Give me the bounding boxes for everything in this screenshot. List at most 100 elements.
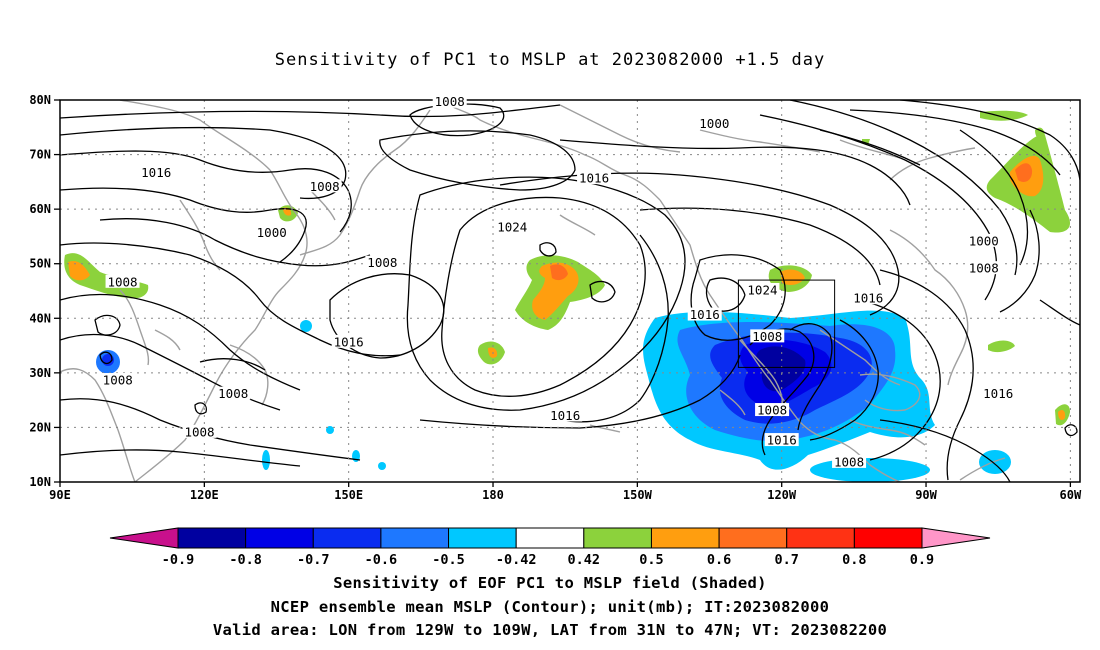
lat-tick-label: 20N	[29, 420, 51, 434]
colorbar-swatch	[583, 527, 652, 549]
lon-tick-label: 120E	[190, 488, 219, 502]
contour-label-bg	[832, 454, 867, 468]
lat-tick-label: 40N	[29, 311, 51, 325]
contour-label-bg	[105, 274, 140, 288]
colorbar-swatch	[786, 527, 855, 549]
colorbar-swatch	[448, 527, 517, 549]
contour-label-bg	[750, 329, 785, 343]
colorbar-label: 0.7	[775, 552, 799, 568]
negative-sensitivity-shading	[96, 310, 1011, 482]
contour-label-bg	[432, 94, 467, 108]
contour-label-bg	[764, 433, 799, 447]
lat-tick-label: 80N	[29, 93, 51, 107]
contour-label: 1008	[310, 179, 340, 194]
colorbar-label: -0.8	[229, 552, 262, 568]
contour-label: 1016	[983, 386, 1013, 401]
contour-label-bg	[755, 403, 790, 417]
colorbar-label: 0.6	[707, 552, 731, 568]
contour-label-bg	[966, 233, 1001, 247]
lat-tick-label: 50N	[29, 257, 51, 271]
lat-tick-label: 70N	[29, 148, 51, 162]
mslp-contours	[60, 100, 1080, 482]
lat-tick-label: 30N	[29, 366, 51, 380]
contour-label-bg	[365, 255, 400, 269]
lat-tick-label: 10N	[29, 475, 51, 489]
caption-line-1: Sensitivity of EOF PC1 to MSLP field (Sh…	[333, 574, 767, 592]
contour-label: 1016	[334, 334, 364, 349]
colorbar-label: 0.8	[842, 552, 866, 568]
colorbar	[109, 527, 991, 549]
colorbar-swatch	[245, 527, 314, 549]
contour-label-bg	[981, 386, 1016, 400]
colorbar-over-triangle	[921, 527, 991, 549]
caption-line-3: Valid area: LON from 129W to 109W, LAT f…	[212, 621, 888, 639]
lon-tick-label: 90E	[49, 488, 71, 502]
contour-label: 1008	[103, 373, 133, 388]
colorbar-swatch	[718, 527, 788, 549]
contour-label: 1024	[497, 220, 527, 235]
colorbar-label: -0.7	[297, 552, 330, 568]
lat-tick-label: 60N	[29, 202, 51, 216]
contour-label: 1016	[550, 408, 580, 423]
lon-tick-label: 150E	[334, 488, 363, 502]
contour-label-bg	[216, 386, 251, 400]
contour-label: 1016	[853, 291, 883, 306]
contour-label-bg	[495, 220, 530, 234]
contour-label-bg	[254, 225, 289, 239]
map-frame	[59, 99, 1081, 483]
contour-label-bg	[100, 373, 135, 387]
contour-label-bg	[687, 307, 722, 321]
contour-label-bg	[697, 116, 732, 130]
contour-labels: 1008 1000 1016 1008 1016 1000 1024 1000 1008 1008…	[100, 94, 1016, 469]
colorbar-label: -0.5	[432, 552, 465, 568]
lon-tick-label: 60W	[1060, 488, 1082, 502]
contour-label-bg	[851, 291, 886, 305]
contour-label-bg	[745, 283, 780, 296]
coastlines	[60, 100, 1006, 482]
contour-label: 1008	[107, 274, 137, 289]
colorbar-swatch	[853, 527, 923, 549]
colorbar-labels: -0.9 -0.8 -0.7 -0.6 -0.5 -0.42 0.42 0.5 0.6 0.7 0.…	[162, 552, 934, 568]
colorbar-swatch	[177, 527, 247, 549]
contour-label: 1016	[579, 171, 609, 186]
map-title: Sensitivity of PC1 to MSLP at 2023082000…	[274, 50, 826, 70]
contour-label-bg	[139, 165, 174, 179]
contour-label: 1000	[969, 233, 999, 248]
contour-label: 1008	[435, 94, 465, 109]
caption-line-2: NCEP ensemble mean MSLP (Contour); unit(…	[270, 598, 830, 616]
contour-label-bg	[307, 179, 342, 193]
contour-label-bg	[577, 171, 612, 185]
colorbar-swatch	[380, 527, 450, 549]
colorbar-label: -0.42	[496, 552, 537, 568]
colorbar-swatch	[312, 527, 382, 549]
colorbar-under-triangle	[109, 527, 179, 549]
contour-label-bg	[548, 408, 583, 422]
contour-label: 1008	[834, 454, 864, 469]
contour-label: 1008	[184, 424, 214, 439]
contour-label: 1016	[690, 307, 720, 322]
contour-label: 1000	[699, 116, 729, 131]
colorbar-label: -0.9	[162, 552, 195, 568]
lon-tick-label: 150W	[623, 488, 653, 502]
contour-label: 1008	[752, 329, 782, 344]
contour-label-bg	[966, 261, 1001, 275]
contour-label: 1008	[757, 403, 787, 418]
contour-label-bg	[331, 334, 366, 348]
colorbar-label: -0.6	[365, 552, 398, 568]
contour-label: 1008	[218, 386, 248, 401]
contour-label-bg	[182, 424, 217, 438]
map-gridlines	[60, 100, 1080, 482]
contour-label: 1008	[969, 261, 999, 276]
colorbar-label: 0.42	[568, 552, 601, 568]
lon-tick-label: 90W	[915, 488, 937, 502]
colorbar-label: 0.5	[639, 552, 663, 568]
lon-tick-label: 120W	[767, 488, 797, 502]
contour-label: 1016	[141, 165, 171, 180]
contour-label: 1016	[767, 433, 797, 448]
colorbar-swatch	[650, 527, 720, 549]
colorbar-swatch	[515, 527, 585, 549]
longitude-ticks: 90E 120E 150E 180 150W 120W 90W 60W	[49, 482, 1082, 502]
map-layers	[60, 100, 1080, 482]
contour-label: 1000	[257, 225, 287, 240]
valid-area-box	[737, 279, 836, 368]
